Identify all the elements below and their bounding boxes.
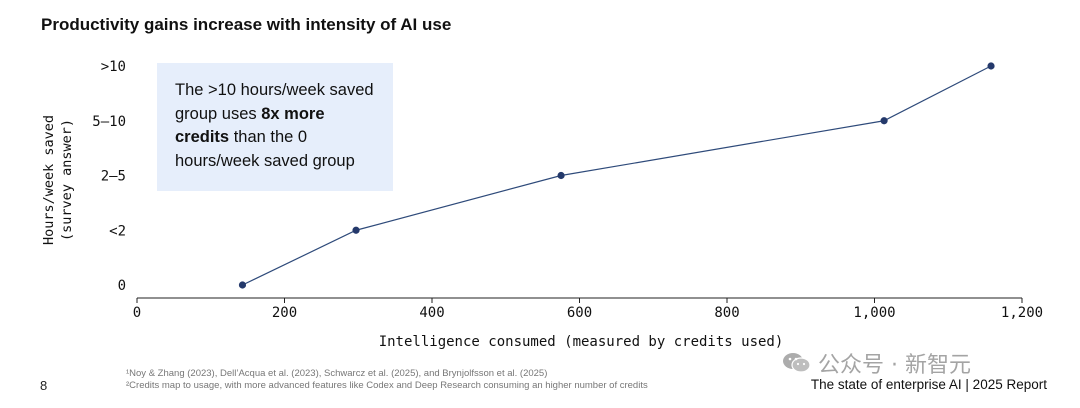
x-tick-label: 1,200 bbox=[1001, 305, 1043, 321]
y-tick-label: <2 bbox=[109, 223, 126, 239]
page-number: 8 bbox=[40, 378, 48, 393]
x-tick-label: 1,000 bbox=[853, 305, 895, 321]
data-point bbox=[238, 281, 247, 289]
y-axis-label-line1: Hours/week saved bbox=[41, 115, 57, 245]
x-tick-label: 800 bbox=[714, 305, 739, 321]
data-series bbox=[238, 62, 995, 289]
callout-text-end: than the 0 hours/week saved group bbox=[175, 128, 355, 170]
report-label: The state of enterprise AI | 2025 Report bbox=[810, 377, 1047, 392]
y-tick-label: 0 bbox=[118, 278, 126, 294]
x-tick-label: 200 bbox=[272, 305, 297, 321]
data-point bbox=[880, 117, 888, 125]
x-tick-label: 400 bbox=[419, 305, 444, 321]
watermark: 公众号 · 新智元 bbox=[782, 347, 971, 379]
x-tick-label: 600 bbox=[567, 305, 592, 321]
y-axis-label-line2: (survey answer) bbox=[59, 119, 75, 241]
data-point bbox=[987, 62, 995, 70]
x-tick-labels: 0 200 400 600 800 1,000 1,200 bbox=[133, 305, 1043, 321]
watermark-text: 公众号 · 新智元 bbox=[818, 353, 971, 378]
wechat-icon bbox=[783, 353, 811, 373]
y-tick-label: >10 bbox=[101, 59, 126, 75]
callout-box: The >10 hours/week saved group uses 8x m… bbox=[157, 63, 393, 191]
chart-axes bbox=[136, 297, 1023, 303]
footnotes: ¹Noy & Zhang (2023), Dell’Acqua et al. (… bbox=[126, 368, 648, 392]
y-tick-labels: 0 <2 2–5 5–10 >10 bbox=[92, 59, 126, 294]
y-tick-label: 5–10 bbox=[92, 114, 126, 130]
chart-title: Productivity gains increase with intensi… bbox=[41, 15, 452, 34]
data-point bbox=[557, 171, 565, 180]
y-tick-label: 2–5 bbox=[101, 169, 126, 185]
x-axis-label: Intelligence consumed (measured by credi… bbox=[379, 334, 784, 350]
footnote-2: ²Credits map to usage, with more advance… bbox=[126, 380, 648, 391]
footnote-1: ¹Noy & Zhang (2023), Dell’Acqua et al. (… bbox=[126, 368, 548, 379]
callout-emphasis: 8x more credits bbox=[175, 104, 325, 147]
x-tick-label: 0 bbox=[133, 305, 141, 321]
callout-text: The >10 hours/week saved group uses bbox=[175, 81, 374, 123]
data-point bbox=[352, 226, 360, 234]
